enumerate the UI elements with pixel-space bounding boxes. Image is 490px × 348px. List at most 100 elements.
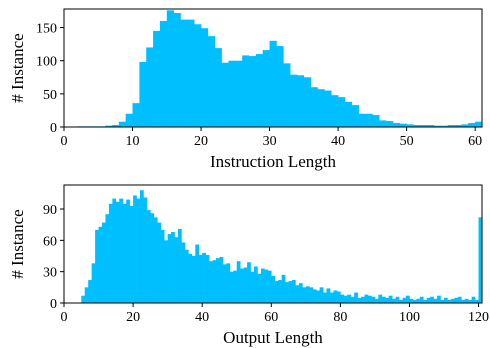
histogram-bar: [157, 222, 162, 303]
histogram-bar: [395, 296, 400, 303]
histogram-bar: [212, 260, 217, 303]
histogram-bar: [330, 292, 334, 303]
y-axis-label: # Instance: [8, 33, 27, 102]
histogram-bar: [262, 50, 270, 127]
histogram-bar: [402, 297, 407, 303]
histogram-bar: [444, 297, 448, 303]
histogram-bar: [317, 89, 325, 127]
histogram-bar: [392, 298, 396, 303]
histogram-bar: [222, 264, 227, 303]
axes-frame: [63, 184, 483, 304]
x-tick-label: 0: [61, 134, 68, 149]
histogram-bar: [303, 77, 311, 127]
histogram-bar: [214, 48, 222, 127]
y-tick-label: 60: [43, 234, 57, 249]
histogram-bar: [105, 125, 113, 127]
histogram-bar: [399, 299, 403, 303]
histogram-bar: [276, 46, 284, 128]
x-tick-label: 40: [331, 134, 345, 149]
histogram-bar: [181, 242, 186, 303]
y-tick-label: 90: [43, 203, 57, 218]
histogram-bar: [419, 296, 424, 303]
histogram-bar: [160, 229, 165, 303]
histogram-bar: [111, 125, 120, 127]
histogram-bar: [323, 292, 327, 303]
histogram-bar: [447, 125, 455, 127]
histogram-bar: [126, 199, 130, 303]
histogram-bar: [290, 74, 298, 127]
bars: [81, 190, 483, 303]
histogram-bar: [146, 210, 151, 303]
x-axis-label: Instruction Length: [210, 152, 337, 171]
histogram-bar: [385, 297, 390, 303]
histogram-bar: [392, 123, 401, 127]
axes-frame: [63, 8, 483, 128]
histogram-bar: [365, 113, 373, 127]
x-axis-label: Output Length: [223, 328, 323, 347]
bars: [77, 10, 483, 128]
histogram-bar: [450, 298, 455, 303]
histogram-bar: [250, 271, 255, 303]
histogram-bar: [153, 217, 158, 303]
histogram-bar: [372, 115, 380, 127]
histogram-bar: [150, 213, 155, 303]
histogram-bar: [188, 253, 193, 303]
y-tick-label: 0: [50, 297, 57, 312]
histogram-bar: [194, 24, 202, 127]
x-tick-label: 60: [468, 134, 482, 149]
histogram-bar: [324, 90, 332, 127]
histogram-bar: [254, 266, 258, 303]
histogram-bar: [216, 258, 220, 303]
histogram-bar: [378, 294, 383, 303]
histogram-bar: [202, 252, 206, 303]
histogram-bar: [267, 270, 272, 303]
histogram-bar: [326, 288, 331, 303]
histogram-bar: [423, 299, 428, 303]
histogram-bar: [285, 282, 289, 303]
histogram-bar: [187, 19, 195, 127]
histogram-bar: [166, 10, 174, 127]
histogram-bar: [191, 256, 196, 303]
histogram-bar: [461, 124, 469, 127]
histogram-bar: [229, 271, 234, 303]
histogram-bar: [409, 298, 414, 303]
histogram-bar: [105, 214, 110, 303]
histogram-bar: [153, 30, 161, 128]
histogram-bar: [440, 299, 445, 303]
histogram-bar: [316, 290, 320, 303]
histogram-bar: [143, 197, 148, 303]
histogram-bar: [207, 36, 216, 127]
histogram-bar: [292, 280, 296, 303]
histogram-bar: [454, 125, 462, 127]
x-tick-label: 30: [263, 134, 277, 149]
histogram-bar: [98, 226, 103, 303]
histogram-bar: [416, 298, 421, 303]
histogram-bar: [228, 60, 236, 127]
histogram-bar: [269, 40, 277, 127]
histogram-bar: [430, 296, 434, 303]
histogram-bar: [413, 125, 421, 127]
histogram-bar: [347, 294, 352, 303]
y-tick-label: 30: [43, 266, 57, 281]
histogram-bar: [433, 298, 438, 303]
histogram-bar: [274, 281, 279, 303]
histogram-bar: [350, 296, 355, 303]
histogram-bar: [132, 103, 140, 127]
histogram-bar: [283, 63, 291, 127]
histogram-bar: [91, 263, 96, 303]
histogram-bar: [167, 234, 172, 303]
output-length-histogram: 0 20 40 60 80 100 120 0 30 60 90 Output Length # Ins…: [8, 184, 489, 347]
histogram-bar: [358, 113, 366, 127]
histogram-bar: [264, 269, 269, 303]
x-tick-label: 50: [400, 134, 414, 149]
histogram-bar: [198, 254, 203, 303]
histogram-bar: [112, 198, 117, 303]
histogram-bar: [125, 113, 133, 127]
histogram-bar: [242, 55, 250, 127]
histogram-bar: [412, 299, 417, 303]
histogram-bar: [139, 62, 147, 127]
histogram-bar: [136, 198, 141, 303]
histogram-bar: [338, 97, 346, 127]
histogram-bar: [255, 54, 264, 127]
